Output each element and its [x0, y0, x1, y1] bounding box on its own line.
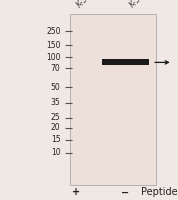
- Bar: [70, 14, 156, 185]
- Text: Peptide: Peptide: [141, 187, 178, 197]
- Text: 50: 50: [51, 83, 61, 92]
- Text: +: +: [72, 187, 81, 197]
- Text: 15: 15: [51, 136, 61, 144]
- Text: 100: 100: [46, 52, 61, 62]
- Text: 250: 250: [46, 26, 61, 36]
- Text: −: −: [121, 187, 129, 197]
- Text: 150: 150: [46, 40, 61, 49]
- Text: 25: 25: [51, 114, 61, 122]
- Text: K-562: K-562: [75, 0, 98, 9]
- Bar: [102, 59, 149, 65]
- Text: 10: 10: [51, 148, 61, 157]
- Text: 20: 20: [51, 123, 61, 132]
- Text: 35: 35: [51, 98, 61, 107]
- Text: 70: 70: [51, 64, 61, 73]
- Text: K-562: K-562: [128, 0, 151, 9]
